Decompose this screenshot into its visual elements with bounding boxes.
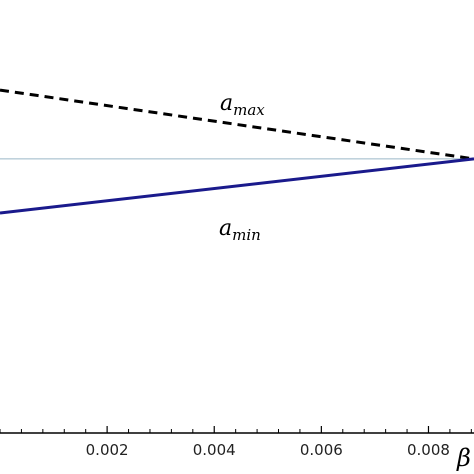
series-line-a-min	[0, 157, 474, 215]
x-tick-label: 0.008	[407, 441, 450, 459]
series-label-a-min-subscript: min	[232, 226, 261, 244]
x-axis-label: β	[456, 444, 471, 472]
series-label-a-min: amin	[219, 216, 261, 244]
series-label-a-min-base: a	[219, 216, 232, 241]
series-label-a-max-subscript: max	[233, 101, 265, 119]
series-line-a-max	[0, 88, 474, 161]
series-label-a-max: amax	[220, 91, 265, 119]
series-label-a-max-base: a	[220, 91, 233, 116]
x-axis-ticks: 0.002 0.004 0.006 0.008	[0, 426, 472, 459]
x-tick-label: 0.004	[193, 441, 236, 459]
series-lines	[0, 88, 474, 215]
x-tick-label: 0.006	[300, 441, 343, 459]
x-tick-label: 0.002	[86, 441, 129, 459]
